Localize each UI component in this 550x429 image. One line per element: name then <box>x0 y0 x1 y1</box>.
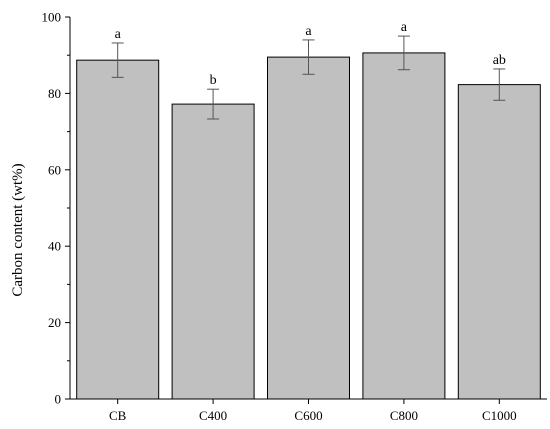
significance-label-cb: a <box>115 27 122 42</box>
y-tick-label-1: 20 <box>48 315 61 330</box>
y-tick-label-5: 100 <box>42 10 62 25</box>
bar-cb <box>76 59 160 400</box>
x-tick-label-c400: C400 <box>199 408 227 423</box>
x-tick-label-c600: C600 <box>294 408 322 423</box>
significance-label-c600: a <box>305 24 312 39</box>
bar-c800 <box>362 52 446 400</box>
significance-label-c1000: ab <box>493 53 506 68</box>
significance-label-c800: a <box>401 20 408 35</box>
bar-c600 <box>267 56 350 400</box>
x-tick-label-c1000: C1000 <box>482 408 517 423</box>
x-tick-label-c800: C800 <box>390 408 418 423</box>
y-tick-label-2: 40 <box>48 239 61 254</box>
bar-c1000 <box>457 84 541 400</box>
x-tick-label-cb: CB <box>109 408 127 423</box>
y-axis-title: Carbon content (wt%) <box>10 163 26 296</box>
significance-label-c400: b <box>210 73 217 88</box>
bar-c400 <box>171 103 255 400</box>
y-tick-label-3: 60 <box>48 162 61 177</box>
y-tick-label-0: 0 <box>55 392 62 407</box>
plot-area: a CB b C400 a C600 a C800 ab C1000 0 20 40 60 80 100 <box>42 10 547 423</box>
y-tick-label-4: 80 <box>48 86 61 101</box>
